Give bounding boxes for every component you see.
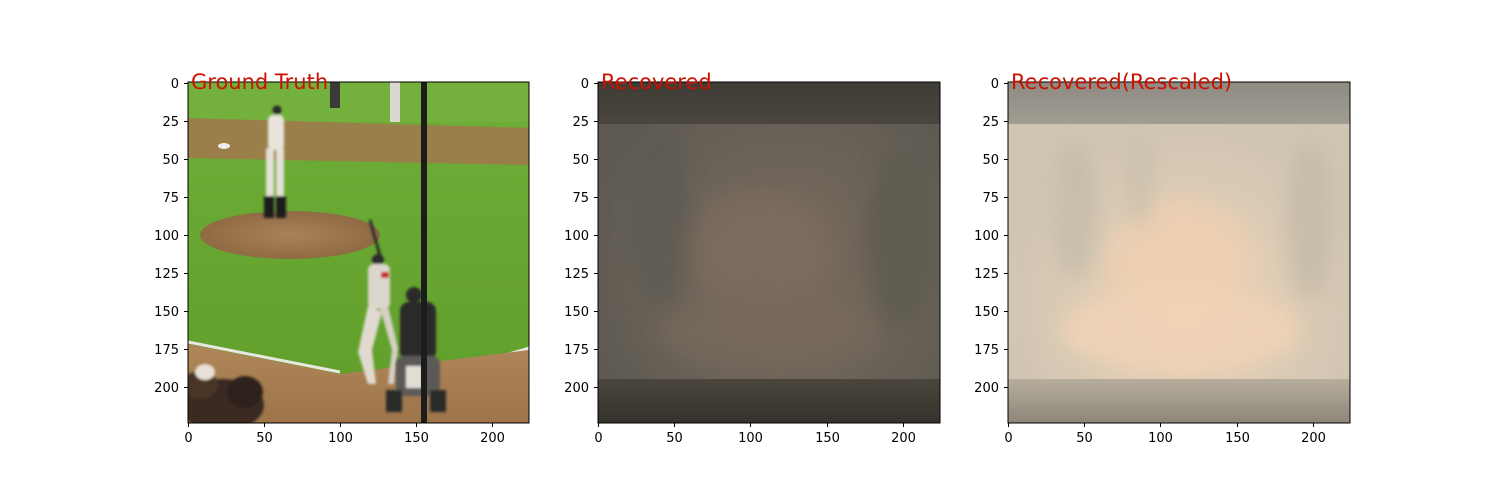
panel-ground-truth: Ground Truth 0 50 100 150 200 0 25 [154,70,530,446]
x-tick-label: 200 [891,431,916,446]
y-tick-label: 100 [974,229,999,244]
y-tick-label: 50 [982,153,999,168]
x-tick-label: 100 [738,431,763,446]
y-tick-label: 200 [564,381,589,396]
x-tick-label: 150 [1225,431,1250,446]
x-tick-label: 0 [594,431,602,446]
y-tick-label: 175 [154,343,179,358]
y-tick-label: 50 [572,153,589,168]
x-axis: 0 50 100 150 200 [1004,423,1326,446]
y-tick-label: 125 [564,267,589,282]
x-tick-label: 150 [815,431,840,446]
image-frame [187,81,530,424]
panel-title: Ground Truth [191,70,328,94]
image-frame [597,81,941,424]
y-tick-label: 150 [564,305,589,320]
y-axis: 0 25 50 75 100 125 150 175 200 [974,77,1008,396]
y-tick-label: 25 [162,115,179,130]
panel-recovered: Recovered 0 50 100 150 200 0 25 50 [564,70,941,446]
y-tick-label: 200 [154,381,179,396]
x-axis: 0 50 100 150 200 [184,423,505,446]
y-tick-label: 0 [171,77,179,92]
y-tick-label: 175 [564,343,589,358]
y-tick-label: 150 [974,305,999,320]
x-tick-label: 50 [1076,431,1093,446]
recovered-blurred-frame [598,82,940,423]
y-tick-label: 0 [991,77,999,92]
y-tick-label: 100 [564,229,589,244]
x-tick-label: 50 [666,431,683,446]
y-tick-label: 125 [974,267,999,282]
x-tick-label: 0 [184,431,192,446]
x-tick-label: 200 [1301,431,1326,446]
panel-title: Recovered(Rescaled) [1011,70,1232,94]
y-tick-label: 100 [154,229,179,244]
x-axis: 0 50 100 150 200 [594,423,916,446]
x-tick-label: 200 [480,431,505,446]
x-tick-label: 100 [1148,431,1173,446]
y-tick-label: 200 [974,381,999,396]
y-tick-label: 0 [581,77,589,92]
y-axis: 0 25 50 75 100 125 150 175 200 [154,77,188,396]
y-tick-label: 25 [572,115,589,130]
y-tick-label: 25 [982,115,999,130]
x-tick-label: 50 [256,431,273,446]
image-frame [1007,81,1351,424]
y-tick-label: 175 [974,343,999,358]
panel-recovered-rescaled: Recovered(Rescaled) 0 50 100 150 200 0 2… [974,70,1351,446]
x-tick-label: 100 [328,431,353,446]
y-tick-label: 150 [154,305,179,320]
panel-title: Recovered [601,70,712,94]
rescaled-recovered-frame [1008,82,1350,423]
y-tick-label: 75 [982,191,999,206]
y-tick-label: 50 [162,153,179,168]
y-tick-label: 125 [154,267,179,282]
x-tick-label: 0 [1004,431,1012,446]
y-tick-label: 75 [162,191,179,206]
y-axis: 0 25 50 75 100 125 150 175 200 [564,77,598,396]
y-tick-label: 75 [572,191,589,206]
x-tick-label: 150 [404,431,429,446]
baseball-frame-photo [188,82,529,423]
